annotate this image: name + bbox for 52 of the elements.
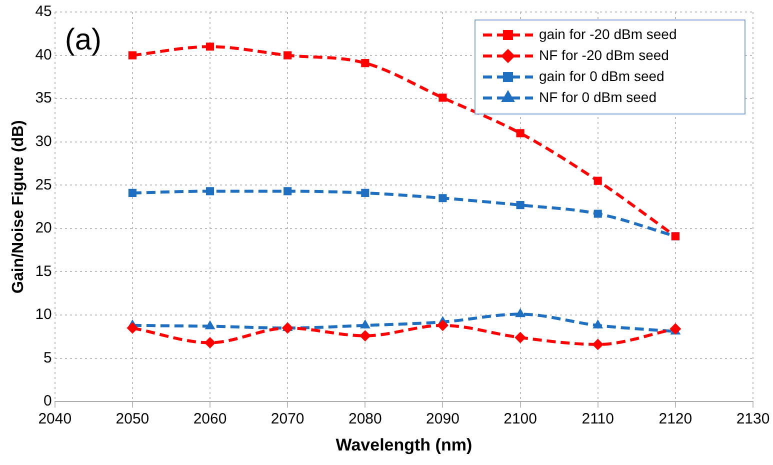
point [284,51,292,60]
point [360,320,370,328]
x-tick-label: 2120 [658,410,692,428]
legend-label: NF for 0 dBm seed [539,88,656,105]
y-tick-label: 30 [35,133,52,150]
x-axis-title: Wavelength (nm) [336,435,472,454]
x-tick-label: 2130 [736,410,770,428]
point [206,42,214,51]
point [592,338,604,350]
point [204,337,216,348]
x-tick-label: 2050 [116,410,150,428]
point [594,210,602,218]
point [126,322,138,334]
point [361,188,370,197]
point [360,330,371,342]
point [128,188,136,197]
y-tick-label: 40 [35,46,52,64]
point [205,320,215,330]
point [515,308,526,318]
legend-label: NF for -20 dBm seed [539,46,669,63]
y-tick-label: 5 [44,349,52,366]
point [516,129,524,138]
x-tick-label: 2100 [504,410,537,428]
legend-label: gain for -20 dBm seed [539,26,677,42]
point [594,176,602,185]
y-tick-label: 20 [35,220,52,237]
y-tick-label: 15 [35,262,52,280]
y-tick-label: 0 [44,392,52,410]
point [282,322,294,334]
point [437,320,448,331]
x-tick-label: 2090 [426,410,460,428]
point [206,187,214,196]
x-tick-label: 2040 [38,410,72,428]
point [438,94,447,102]
point [516,201,524,210]
point [128,51,136,60]
y-axis-title: Gain/Noise Figure (dB) [10,120,28,294]
annotation: (a) [64,23,102,56]
y-tick-label: 10 [35,306,52,324]
point [361,59,370,68]
x-tick-label: 2070 [270,410,304,428]
y-tick-label: 35 [35,90,52,107]
x-tick-label: 2080 [348,410,382,428]
point [284,187,292,196]
point [593,320,603,328]
y-tick-label: 25 [35,176,52,194]
point [438,194,447,202]
x-tick-label: 2110 [582,410,614,428]
x-tick-label: 2060 [193,410,227,428]
point [514,332,526,344]
legend-label: gain for 0 dBm seed [539,68,664,84]
y-tick-label: 45 [35,3,52,20]
